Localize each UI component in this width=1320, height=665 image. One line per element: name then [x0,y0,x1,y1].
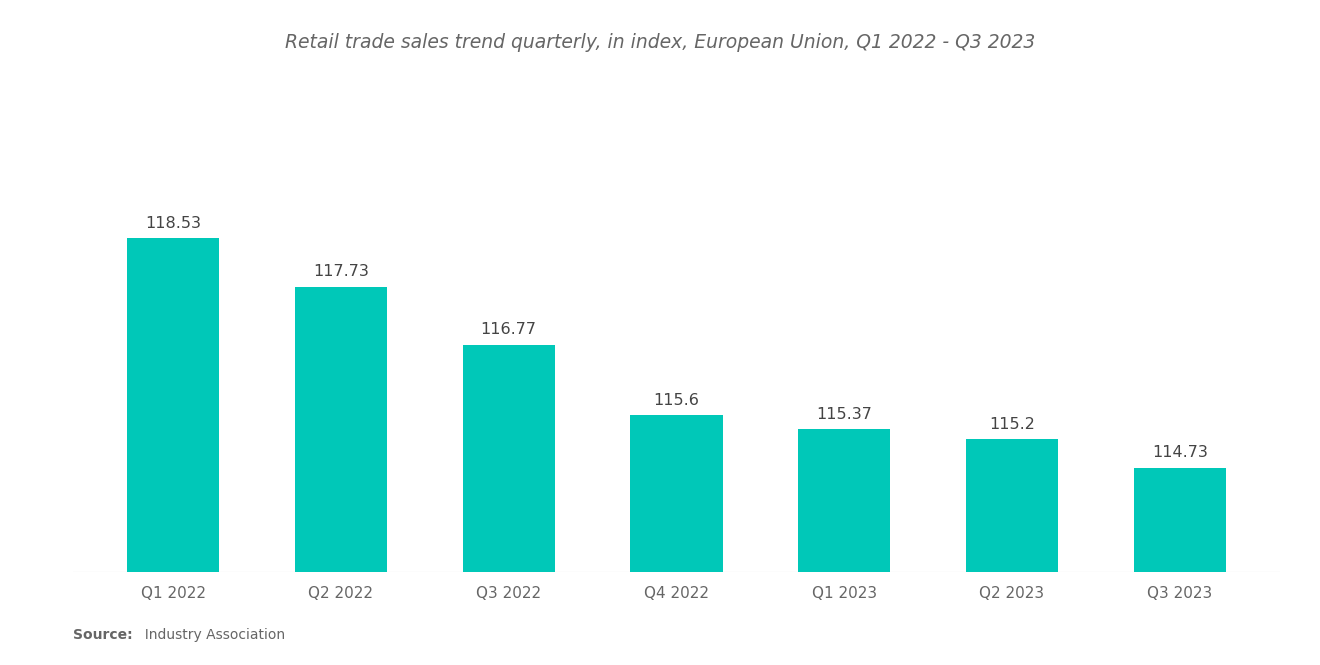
Bar [294,287,387,572]
Text: 117.73: 117.73 [313,265,368,279]
Bar [799,429,891,572]
Bar [462,344,554,572]
Text: Industry Association: Industry Association [136,628,285,642]
Text: 116.77: 116.77 [480,323,537,337]
Text: 115.6: 115.6 [653,393,700,408]
Text: Source:: Source: [73,628,132,642]
Bar [127,239,219,572]
Text: 114.73: 114.73 [1152,446,1208,460]
Text: Retail trade sales trend quarterly, in index, European Union, Q1 2022 - Q3 2023: Retail trade sales trend quarterly, in i… [285,33,1035,53]
Text: 115.2: 115.2 [989,417,1035,432]
Text: 118.53: 118.53 [145,216,201,231]
Bar [1134,467,1226,572]
Bar [966,440,1059,572]
Bar [631,415,722,572]
Text: 115.37: 115.37 [816,407,873,422]
